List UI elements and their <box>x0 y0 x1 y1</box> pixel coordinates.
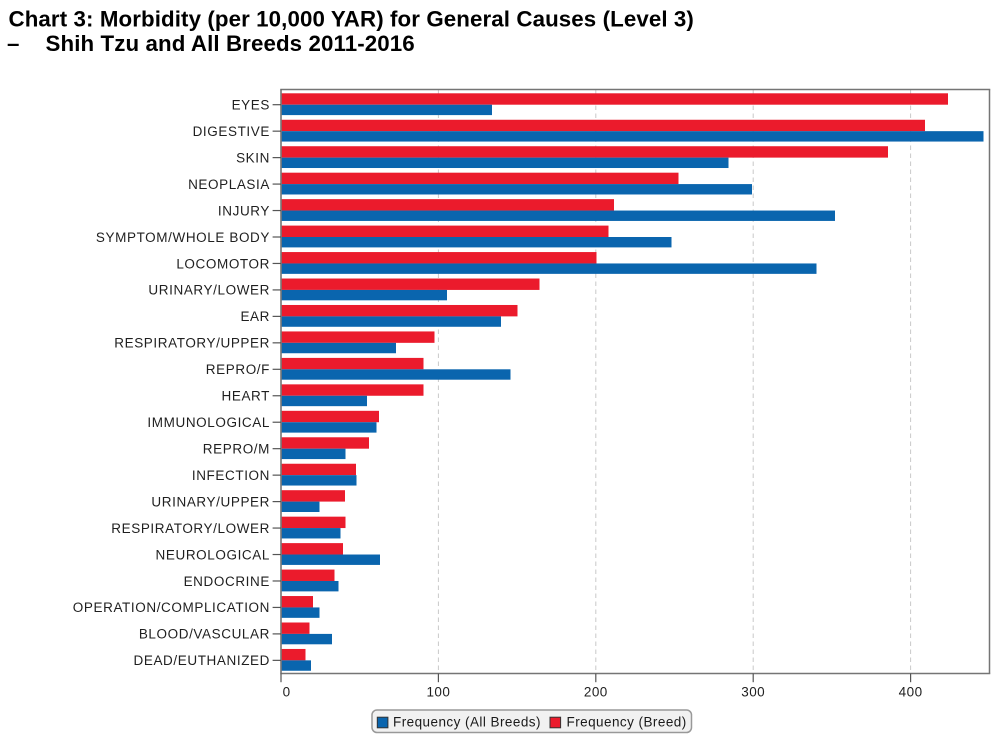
svg-text:Frequency (All Breeds): Frequency (All Breeds) <box>393 714 541 729</box>
svg-text:URINARY/UPPER: URINARY/UPPER <box>151 494 270 509</box>
svg-text:SKIN: SKIN <box>236 150 270 165</box>
svg-text:BLOOD/VASCULAR: BLOOD/VASCULAR <box>139 627 270 642</box>
svg-text:Frequency (Breed): Frequency (Breed) <box>567 714 687 729</box>
svg-text:Shih Tzu and All Breeds 2011-2: Shih Tzu and All Breeds 2011-2016 <box>46 31 415 56</box>
svg-text:NEUROLOGICAL: NEUROLOGICAL <box>156 547 270 562</box>
svg-text:OPERATION/COMPLICATION: OPERATION/COMPLICATION <box>73 600 270 615</box>
svg-text:NEOPLASIA: NEOPLASIA <box>188 177 270 192</box>
svg-text:DEAD/EUTHANIZED: DEAD/EUTHANIZED <box>133 653 270 668</box>
svg-text:300: 300 <box>741 684 765 699</box>
svg-text:REPRO/M: REPRO/M <box>203 441 270 456</box>
svg-text:EAR: EAR <box>240 309 270 324</box>
svg-text:–: – <box>7 31 20 56</box>
svg-text:LOCOMOTOR: LOCOMOTOR <box>176 256 270 271</box>
svg-text:DIGESTIVE: DIGESTIVE <box>193 124 270 139</box>
svg-text:0: 0 <box>283 684 291 699</box>
svg-text:URINARY/LOWER: URINARY/LOWER <box>148 283 270 298</box>
svg-text:100: 100 <box>426 684 450 699</box>
svg-text:EYES: EYES <box>232 98 270 113</box>
svg-text:REPRO/F: REPRO/F <box>206 362 270 377</box>
svg-text:HEART: HEART <box>221 389 270 404</box>
svg-text:200: 200 <box>584 684 608 699</box>
svg-text:SYMPTOM/WHOLE BODY: SYMPTOM/WHOLE BODY <box>96 230 270 245</box>
svg-text:400: 400 <box>899 684 923 699</box>
svg-text:ENDOCRINE: ENDOCRINE <box>184 574 270 589</box>
svg-text:INFECTION: INFECTION <box>192 468 270 483</box>
svg-text:IMMUNOLOGICAL: IMMUNOLOGICAL <box>147 415 270 430</box>
svg-text:INJURY: INJURY <box>218 203 270 218</box>
svg-text:Chart 3: Morbidity (per 10,000: Chart 3: Morbidity (per 10,000 YAR) for … <box>9 6 694 31</box>
svg-text:RESPIRATORY/LOWER: RESPIRATORY/LOWER <box>111 521 270 536</box>
svg-text:RESPIRATORY/UPPER: RESPIRATORY/UPPER <box>114 336 270 351</box>
